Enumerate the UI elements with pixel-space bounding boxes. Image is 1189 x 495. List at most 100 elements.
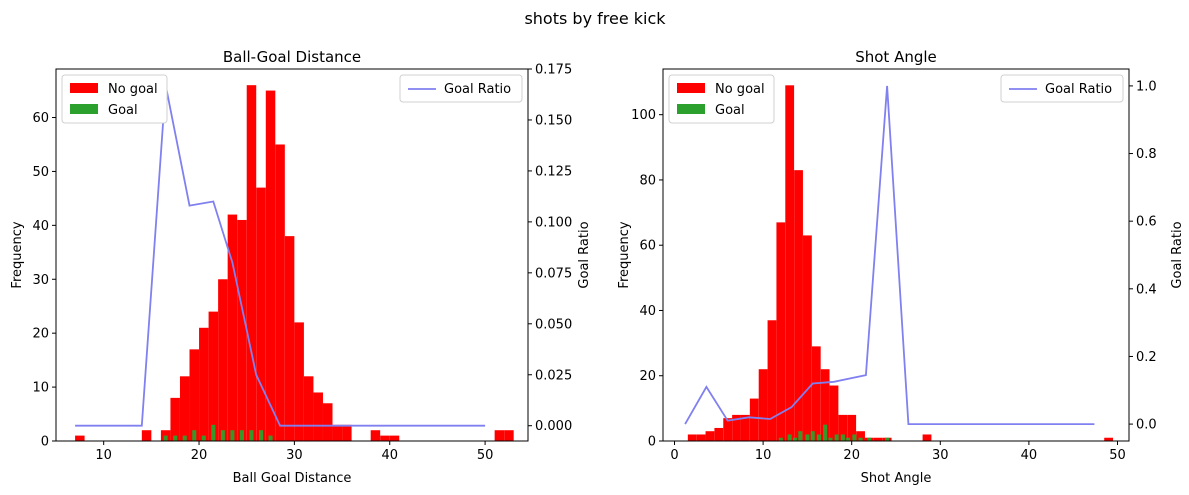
bar-goal [163,435,168,441]
legend-label-no-goal: No goal [108,82,158,97]
legend-swatch-no-goal [70,83,98,93]
y2-tick-label: 0.000 [535,419,572,434]
bar-no-goal [389,435,400,441]
bar-goal [828,437,833,441]
y2-axis-label: Goal Ratio [577,221,592,288]
bar-no-goal [696,434,706,441]
bar-no-goal [313,392,323,441]
y-tick-label: 0 [648,435,656,450]
x-tick-label: 10 [755,448,772,463]
bar-no-goal [494,430,505,441]
bar-no-goal [740,414,750,441]
bar-goal [239,430,244,441]
bar-goal [268,435,273,441]
bar-no-goal [284,236,295,441]
y2-tick-label: 0.6 [1136,215,1157,230]
bar-no-goal [294,322,304,441]
legend-label-goal: Goal [108,103,138,118]
y-tick-label: 0 [41,435,49,450]
goal-ratio-line [684,85,1095,426]
bar-no-goal [342,424,352,441]
x-tick-label: 30 [932,448,949,463]
bar-no-goal [705,431,715,441]
plot-area [75,85,514,441]
bar-no-goal [811,346,821,441]
bar-no-goal [189,349,200,441]
legend-box [399,74,523,103]
bar-no-goal [303,376,314,441]
bar-goal [259,430,264,441]
bar-goal [852,434,857,441]
bar-no-goal [170,397,180,441]
legend-swatch-goal [70,104,98,114]
legend-label-no-goal: No goal [715,82,765,97]
bar-goal [787,434,792,441]
bar-goal [834,434,839,441]
bar-goal [885,437,890,441]
bar-goal [230,430,235,441]
bar-goal [201,435,206,441]
y-tick-label: 50 [32,165,49,180]
bar-goal [192,430,197,441]
bar-no-goal [838,414,848,441]
bar-no-goal [847,414,857,441]
legend-label-goal: Goal [715,103,745,118]
y2-tick-label: 0.175 [535,63,572,78]
bar-no-goal [767,320,777,441]
bar-goal [805,434,810,441]
bar-no-goal [723,418,733,441]
y-tick-label: 20 [639,369,656,384]
bar-goal [810,431,815,441]
y-tick-label: 80 [639,173,656,188]
y-tick-label: 40 [639,304,656,319]
y2-tick-label: 0.0 [1136,418,1157,433]
bar-goal [220,430,225,441]
y-tick-label: 60 [32,111,49,126]
bar-goal [182,435,187,441]
legend-right: Goal Ratio [1000,74,1124,103]
chart-title: Ball-Goal Distance [223,48,361,66]
bar-no-goal [856,431,865,441]
bar-goal [840,434,845,441]
legend-label-ratio: Goal Ratio [1045,82,1112,97]
bar-no-goal [873,437,883,441]
bar-no-goal [246,85,257,441]
y2-tick-label: 0.2 [1136,350,1157,365]
chart-panel-1: 10 20 30 40 50 0 10 20 30 40 50 60 0.000 0.025 0.050 0.… [10,48,592,486]
y2-tick-label: 0.025 [535,368,572,383]
bar-no-goal [749,398,759,441]
x-tick-label: 30 [286,448,303,463]
bar-no-goal [141,430,152,441]
bar-no-goal [265,90,276,441]
bar-no-goal [922,434,932,441]
legend-swatch-goal [677,104,705,114]
bar-no-goal [218,279,228,441]
bar-no-goal [732,414,741,441]
y-tick-label: 30 [32,273,49,288]
bar-no-goal [275,144,285,441]
legend-box [1000,74,1124,103]
bar-goal [173,435,178,441]
y2-tick-label: 0.100 [535,215,572,230]
y-tick-label: 100 [631,108,656,123]
bar-no-goal [370,430,381,441]
bar-no-goal [237,219,247,441]
y2-tick-label: 0.150 [535,113,572,128]
plot-area [684,85,1114,441]
bar-goal [798,431,803,441]
bar-no-goal [776,222,786,441]
x-tick-label: 10 [95,448,112,463]
bar-goal [823,424,828,441]
bar-no-goal [714,427,724,441]
bar-no-goal [380,435,390,441]
legend-right: Goal Ratio [399,74,523,103]
y-tick-label: 10 [32,381,49,396]
bar-no-goal [227,214,238,441]
bar-no-goal [208,311,219,441]
bar-no-goal [1104,437,1114,441]
axes-frame [662,68,1130,442]
chart-panel-2: 0 10 20 30 40 50 0 20 40 60 80 100 0.0 0.2 0.4 0.6 0.8 1.… [617,48,1185,486]
y-tick-label: 60 [639,239,656,254]
